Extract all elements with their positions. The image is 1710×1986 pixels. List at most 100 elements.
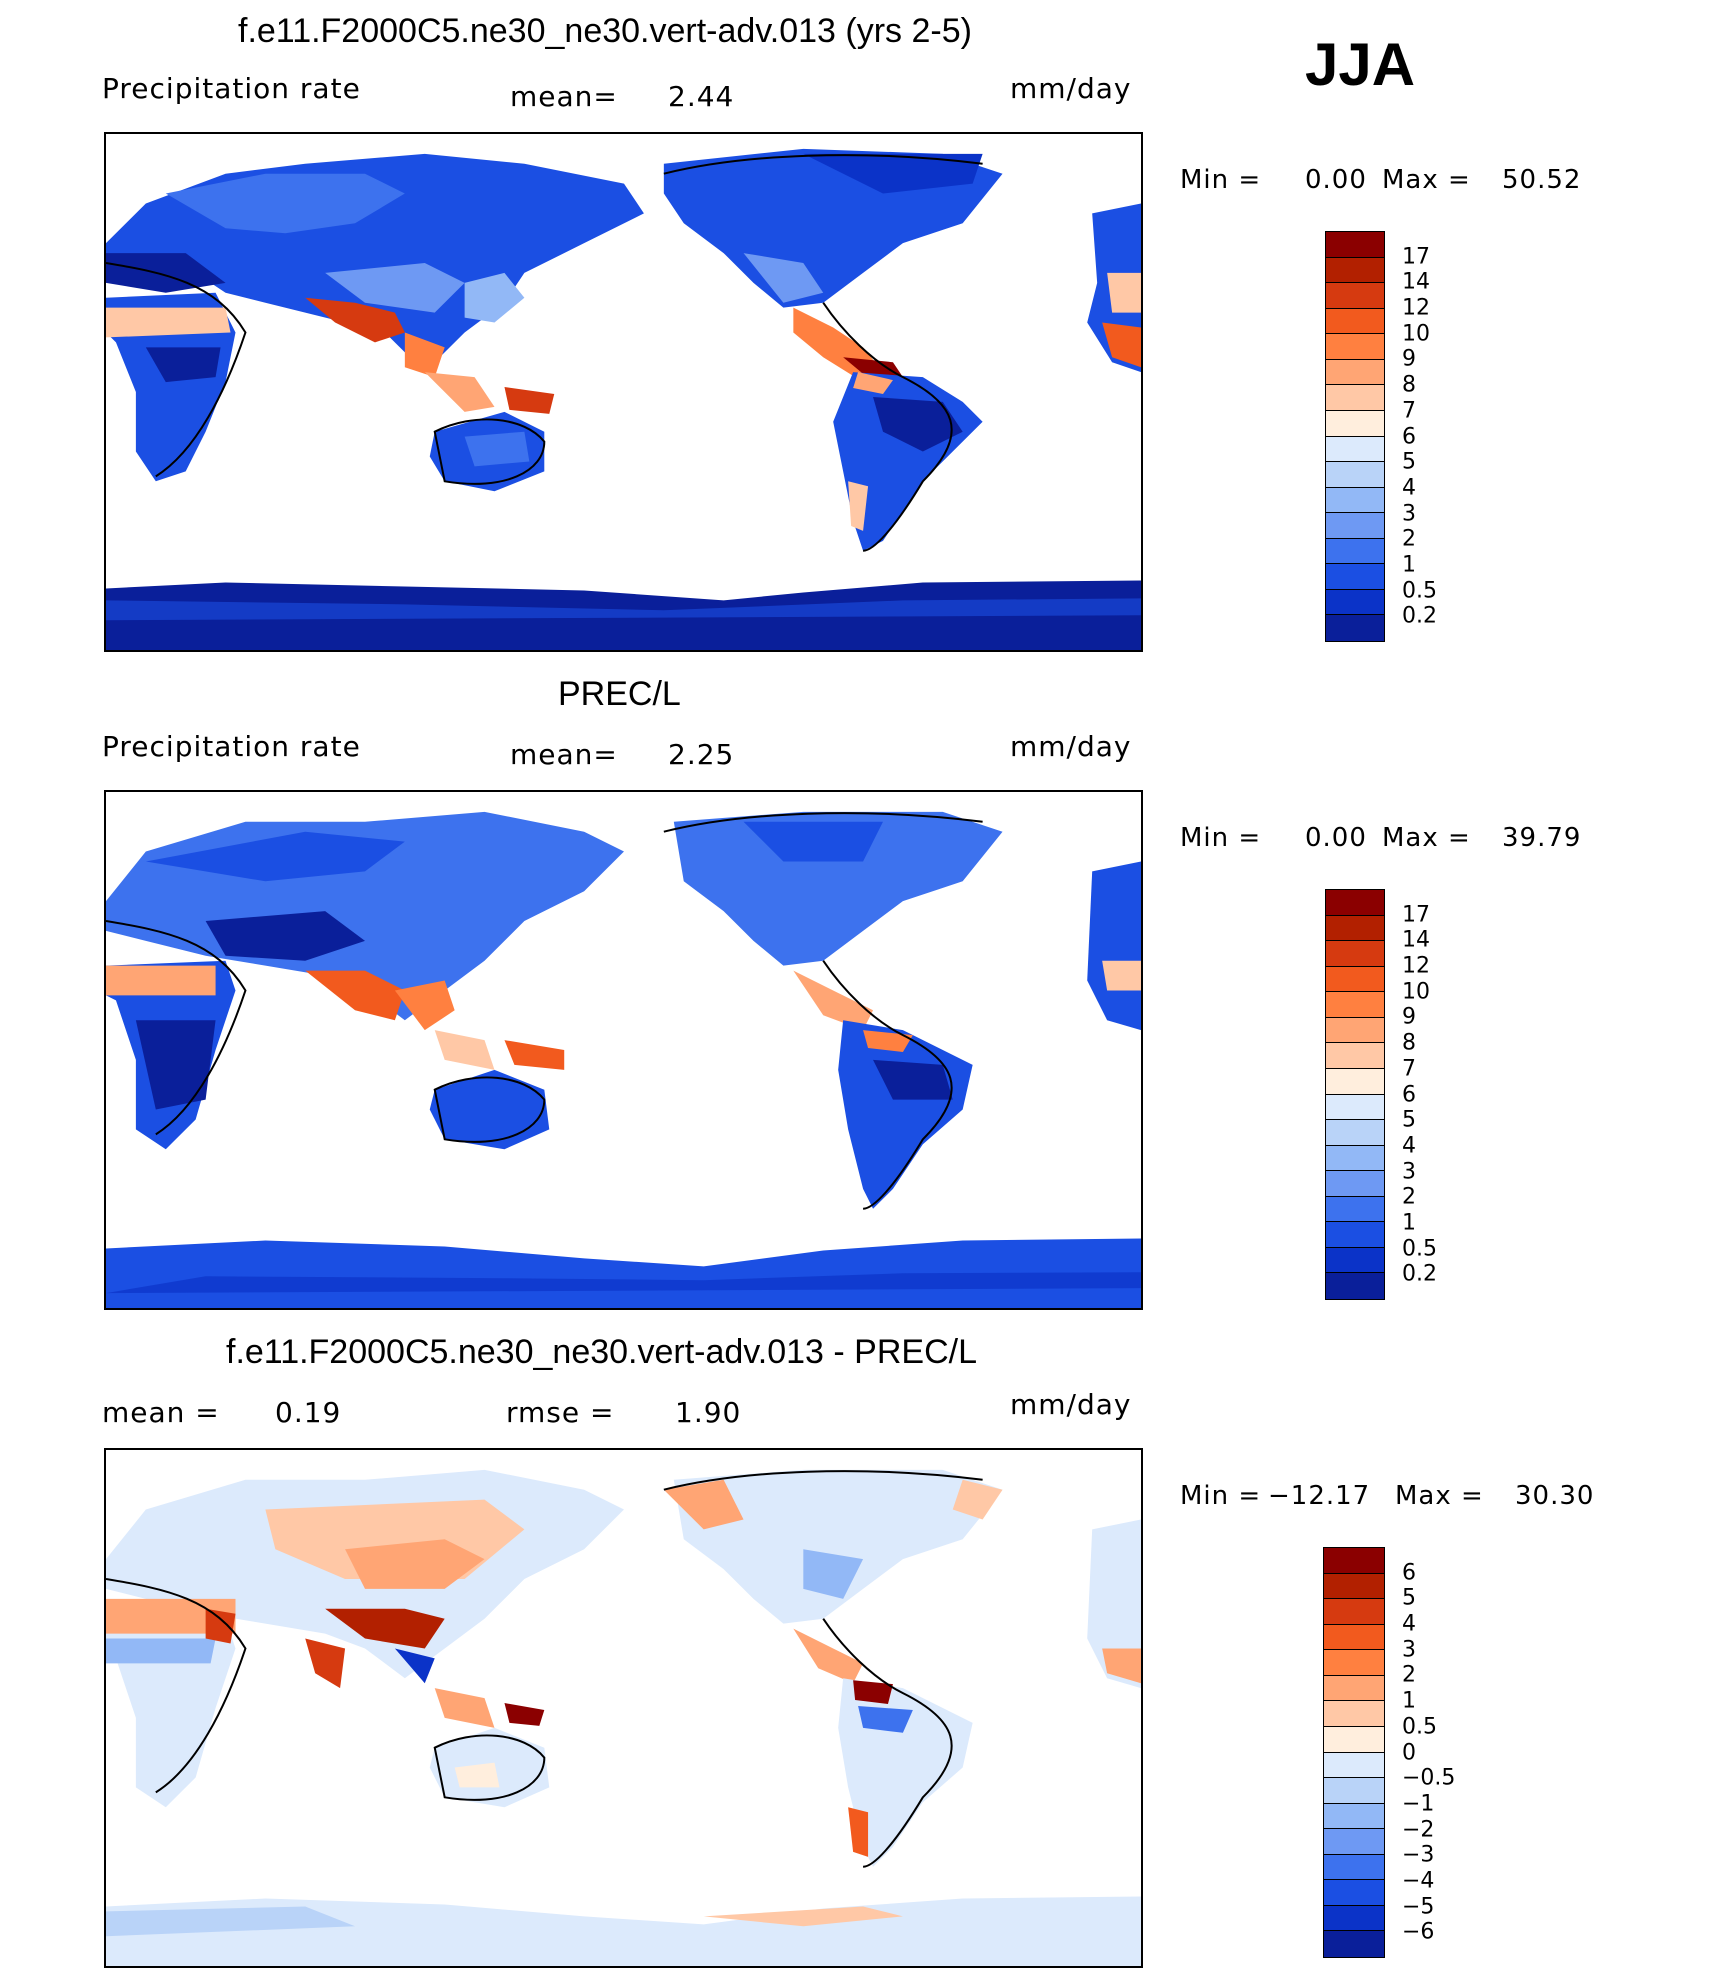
colorbar-segment — [1326, 941, 1384, 967]
colorbar-segment — [1326, 589, 1384, 616]
colorbar-segment — [1324, 1599, 1384, 1625]
panel1-colorbar-ticks: 17 14 12 10 9 8 7 6 5 4 3 2 1 0.5 0.2 — [1402, 231, 1462, 642]
colorbar-segment — [1326, 538, 1384, 565]
colorbar-segment — [1326, 1068, 1384, 1095]
colorbar-tick-label: 3 — [1402, 1637, 1416, 1663]
panel1-min-label: Min = — [1180, 165, 1262, 195]
colorbar-tick-label: 6 — [1402, 1560, 1416, 1586]
colorbar-tick-label: −2 — [1402, 1817, 1435, 1843]
colorbar-segment — [1326, 1222, 1384, 1248]
colorbar-segment — [1326, 890, 1384, 916]
panel2-mean-label: mean= — [510, 738, 618, 771]
colorbar-tick-label: 10 — [1402, 321, 1430, 347]
colorbar-segment — [1326, 966, 1384, 993]
colorbar-segment — [1326, 359, 1384, 386]
colorbar-segment — [1326, 992, 1384, 1018]
colorbar-segment — [1324, 1624, 1384, 1651]
panel3-rmse-value: 1.90 — [675, 1396, 742, 1429]
panel2-min-value: 0.00 — [1305, 823, 1367, 853]
panel2-mean-value: 2.25 — [668, 738, 735, 771]
colorbar-segment — [1326, 1247, 1384, 1274]
colorbar-segment — [1326, 915, 1384, 942]
colorbar-segment — [1326, 257, 1384, 284]
colorbar-segment — [1326, 1017, 1384, 1044]
colorbar-tick-label: 2 — [1402, 526, 1416, 552]
colorbar-segment — [1326, 410, 1384, 437]
colorbar-segment — [1326, 564, 1384, 590]
panel3-mean-value: 0.19 — [275, 1396, 342, 1429]
panel1-map — [104, 132, 1143, 652]
colorbar-segment — [1326, 334, 1384, 360]
panel1-min-value: 0.00 — [1305, 165, 1367, 195]
colorbar-tick-label: 17 — [1402, 244, 1430, 270]
season-label: JJA — [1305, 31, 1416, 98]
colorbar-tick-label: 0.2 — [1402, 1261, 1437, 1287]
colorbar-segment — [1324, 1726, 1384, 1753]
colorbar-tick-label: 5 — [1402, 1585, 1416, 1611]
panel1-units: mm/day — [1010, 72, 1132, 105]
colorbar-segment — [1326, 385, 1384, 411]
panel2-colorbar — [1325, 889, 1385, 1300]
colorbar-segment — [1324, 1905, 1384, 1932]
panel2-colorbar-ticks: 17 14 12 10 9 8 7 6 5 4 3 2 1 0.5 0.2 — [1402, 889, 1462, 1300]
colorbar-segment — [1326, 308, 1384, 335]
colorbar-segment — [1326, 436, 1384, 463]
colorbar-tick-label: 0.5 — [1402, 1714, 1437, 1740]
panel2-variable-label: Precipitation rate — [102, 730, 361, 763]
colorbar-tick-label: 9 — [1402, 1004, 1416, 1030]
colorbar-segment — [1324, 1650, 1384, 1676]
colorbar-tick-label: 2 — [1402, 1662, 1416, 1688]
panel3-map — [104, 1448, 1143, 1968]
colorbar-tick-label: 6 — [1402, 424, 1416, 449]
panel2-units: mm/day — [1010, 730, 1132, 763]
colorbar-tick-label: −3 — [1402, 1842, 1435, 1868]
colorbar-tick-label: 17 — [1402, 902, 1430, 928]
colorbar-tick-label: 4 — [1402, 1611, 1416, 1637]
panel1-variable-label: Precipitation rate — [102, 72, 361, 105]
colorbar-segment — [1326, 462, 1384, 488]
colorbar-segment — [1326, 232, 1384, 258]
colorbar-tick-label: 7 — [1402, 398, 1416, 424]
colorbar-segment — [1324, 1701, 1384, 1727]
panel3-min-value: −12.17 — [1268, 1481, 1371, 1511]
colorbar-segment — [1324, 1778, 1384, 1804]
colorbar-segment — [1324, 1931, 1384, 1957]
colorbar-segment — [1326, 1043, 1384, 1069]
panel3-map-plot — [106, 1469, 1141, 1966]
colorbar-tick-label: 1 — [1402, 1210, 1416, 1236]
colorbar-segment — [1324, 1880, 1384, 1906]
panel1-max-value: 50.52 — [1502, 165, 1582, 195]
colorbar-segment — [1326, 487, 1384, 514]
panel2-title: PREC/L — [558, 675, 681, 713]
colorbar-segment — [1324, 1803, 1384, 1830]
colorbar-tick-label: 0.5 — [1402, 1236, 1437, 1262]
colorbar-tick-label: 1 — [1402, 552, 1416, 578]
colorbar-tick-label: 12 — [1402, 295, 1430, 321]
panel3-max-value: 30.30 — [1515, 1481, 1595, 1511]
panel3-rmse-label: rmse = — [506, 1396, 615, 1429]
colorbar-tick-label: 8 — [1402, 1030, 1416, 1056]
colorbar-tick-label: 4 — [1402, 1133, 1416, 1159]
colorbar-segment — [1324, 1854, 1384, 1881]
panel1-title: f.e11.F2000C5.ne30_ne30.vert-adv.013 (yr… — [238, 12, 972, 50]
colorbar-tick-label: 10 — [1402, 979, 1430, 1005]
panel3-colorbar-ticks: 6 5 4 3 2 1 0.5 0 −0.5 −1 −2 −3 −4 −5 −6 — [1402, 1547, 1472, 1958]
panel3-units: mm/day — [1010, 1388, 1132, 1421]
colorbar-tick-label: 6 — [1402, 1082, 1416, 1107]
colorbar-tick-label: 0.2 — [1402, 603, 1437, 629]
colorbar-tick-label: 5 — [1402, 449, 1416, 475]
colorbar-segment — [1326, 283, 1384, 309]
colorbar-tick-label: −1 — [1402, 1791, 1435, 1817]
colorbar-tick-label: 4 — [1402, 475, 1416, 501]
panel3-min-label: Min = — [1180, 1481, 1262, 1511]
panel2-max-label: Max = — [1382, 823, 1471, 853]
panel2-map — [104, 790, 1143, 1310]
colorbar-segment — [1326, 1273, 1384, 1299]
panel2-max-value: 39.79 — [1502, 823, 1582, 853]
colorbar-tick-label: 2 — [1402, 1184, 1416, 1210]
colorbar-segment — [1326, 1196, 1384, 1223]
panel2-map-plot — [106, 811, 1141, 1308]
colorbar-tick-label: 1 — [1402, 1688, 1416, 1714]
panel3-max-label: Max = — [1395, 1481, 1484, 1511]
panel3-mean-label: mean = — [102, 1396, 220, 1429]
